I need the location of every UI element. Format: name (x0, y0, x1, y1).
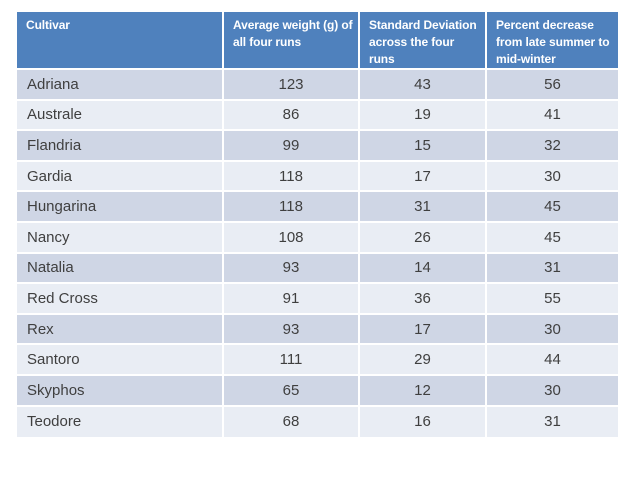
table-row: Red Cross 91 36 55 (17, 284, 618, 315)
table-row: Skyphos 65 12 30 (17, 375, 618, 407)
cell-cultivar-name: Natalia (17, 253, 224, 285)
cell-standard-deviation: 19 (360, 100, 487, 132)
header-row: Cultivar Average weight (g) of all four … (17, 12, 618, 70)
cell-cultivar-name: Nancy (17, 222, 224, 254)
cell-percent-decrease: 55 (487, 284, 618, 315)
table-row: Teodore 68 16 31 (17, 406, 618, 438)
cell-standard-deviation: 29 (360, 345, 487, 376)
column-header-average-weight: Average weight (g) of all four runs (224, 12, 360, 70)
cell-standard-deviation: 16 (360, 406, 487, 438)
cell-cultivar-name: Gardia (17, 161, 224, 193)
cell-average-weight: 93 (224, 253, 360, 285)
column-header-standard-deviation: Standard Deviation across the four runs (360, 12, 487, 70)
cell-standard-deviation: 26 (360, 222, 487, 254)
cell-percent-decrease: 45 (487, 192, 618, 223)
cell-cultivar-name: Hungarina (17, 192, 224, 223)
table-row: Hungarina 118 31 45 (17, 192, 618, 223)
cell-percent-decrease: 45 (487, 222, 618, 254)
cell-percent-decrease: 32 (487, 131, 618, 162)
table-row: Gardia 118 17 30 (17, 161, 618, 193)
cell-cultivar-name: Skyphos (17, 375, 224, 407)
cell-percent-decrease: 30 (487, 161, 618, 193)
cell-average-weight: 68 (224, 406, 360, 438)
cell-cultivar-name: Flandria (17, 131, 224, 162)
table-body: Adriana 123 43 56 Australe 86 19 41 Flan… (17, 70, 618, 438)
cultivar-results-table: Cultivar Average weight (g) of all four … (17, 12, 618, 438)
cell-cultivar-name: Australe (17, 100, 224, 132)
table-row: Rex 93 17 30 (17, 314, 618, 346)
table-row: Natalia 93 14 31 (17, 253, 618, 285)
table-row: Flandria 99 15 32 (17, 131, 618, 162)
cell-cultivar-name: Adriana (17, 70, 224, 101)
cell-average-weight: 108 (224, 222, 360, 254)
cell-standard-deviation: 17 (360, 161, 487, 193)
cell-average-weight: 91 (224, 284, 360, 315)
cell-cultivar-name: Teodore (17, 406, 224, 438)
cell-average-weight: 99 (224, 131, 360, 162)
cell-percent-decrease: 44 (487, 345, 618, 376)
table-row: Adriana 123 43 56 (17, 70, 618, 101)
cell-standard-deviation: 31 (360, 192, 487, 223)
cell-average-weight: 93 (224, 314, 360, 346)
cell-percent-decrease: 30 (487, 314, 618, 346)
table-row: Nancy 108 26 45 (17, 222, 618, 254)
cell-average-weight: 86 (224, 100, 360, 132)
cell-percent-decrease: 31 (487, 253, 618, 285)
column-header-cultivar: Cultivar (17, 12, 224, 70)
cell-average-weight: 118 (224, 192, 360, 223)
cell-percent-decrease: 56 (487, 70, 618, 101)
cell-cultivar-name: Santoro (17, 345, 224, 376)
cell-standard-deviation: 36 (360, 284, 487, 315)
cell-standard-deviation: 43 (360, 70, 487, 101)
cell-standard-deviation: 14 (360, 253, 487, 285)
cell-average-weight: 118 (224, 161, 360, 193)
table-row: Santoro 111 29 44 (17, 345, 618, 376)
table-row: Australe 86 19 41 (17, 100, 618, 132)
cell-average-weight: 111 (224, 345, 360, 376)
cell-standard-deviation: 17 (360, 314, 487, 346)
cell-average-weight: 65 (224, 375, 360, 407)
cell-cultivar-name: Rex (17, 314, 224, 346)
cell-cultivar-name: Red Cross (17, 284, 224, 315)
cell-percent-decrease: 31 (487, 406, 618, 438)
cell-percent-decrease: 30 (487, 375, 618, 407)
cell-standard-deviation: 15 (360, 131, 487, 162)
cell-percent-decrease: 41 (487, 100, 618, 132)
cell-standard-deviation: 12 (360, 375, 487, 407)
cell-average-weight: 123 (224, 70, 360, 101)
column-header-percent-decrease: Percent decrease from late summer to mid… (487, 12, 618, 70)
